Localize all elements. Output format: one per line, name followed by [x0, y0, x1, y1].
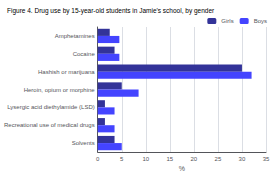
svg-text:Recreational use of medical dr: Recreational use of medical drugs [4, 122, 95, 128]
svg-text:20: 20 [191, 156, 198, 162]
svg-text:Boys: Boys [254, 18, 267, 24]
svg-text:Amphetamines: Amphetamines [55, 33, 95, 39]
svg-text:Heroin, opium or morphine: Heroin, opium or morphine [24, 87, 96, 93]
svg-text:35: 35 [263, 156, 270, 162]
svg-text:Girls: Girls [221, 18, 233, 24]
svg-text:Solvents: Solvents [72, 140, 95, 146]
svg-text:Figure 4. Drug use by 15-year-: Figure 4. Drug use by 15-year-old studen… [7, 7, 215, 15]
svg-text:Lysergic acid diethylamide (LS: Lysergic acid diethylamide (LSD) [7, 104, 94, 110]
svg-text:10: 10 [142, 156, 149, 162]
svg-text:Hashish or marijuana: Hashish or marijuana [38, 69, 95, 75]
svg-text:5: 5 [120, 156, 124, 162]
svg-text:30: 30 [239, 156, 246, 162]
svg-text:%: % [179, 165, 185, 172]
svg-text:25: 25 [215, 156, 222, 162]
svg-text:Cocaine: Cocaine [73, 51, 96, 57]
svg-text:0: 0 [96, 156, 100, 162]
svg-text:15: 15 [166, 156, 173, 162]
